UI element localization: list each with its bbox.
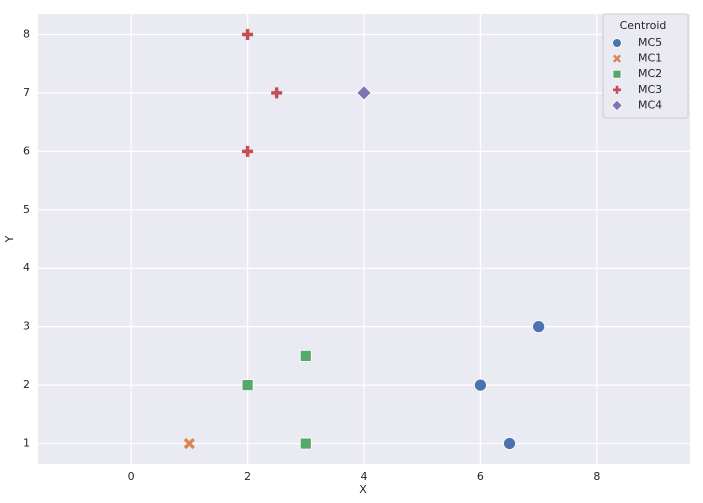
y-tick-label: 4 (23, 261, 30, 274)
point (356, 85, 372, 101)
x-tick-label: 0 (128, 470, 135, 483)
legend-label: MC3 (638, 83, 662, 96)
point (473, 378, 487, 392)
point (183, 437, 195, 450)
point (299, 349, 312, 362)
y-tick-label: 7 (23, 86, 30, 99)
point (241, 379, 254, 392)
y-tick-label: 8 (23, 27, 30, 40)
x-axis-label: X (359, 483, 367, 496)
y-tick-label: 2 (23, 378, 30, 391)
y-tick-label: 1 (23, 437, 30, 450)
x-tick-label: 4 (361, 470, 368, 483)
x-tick-label: 6 (477, 470, 484, 483)
legend-box (602, 13, 689, 119)
legend-marker (613, 85, 621, 94)
x-tick-label: 8 (593, 470, 600, 483)
legend-marker (612, 38, 622, 48)
point (242, 28, 254, 40)
point (242, 145, 254, 157)
y-tick-label: 3 (23, 320, 30, 333)
legend-marker (611, 99, 623, 112)
point (503, 437, 516, 450)
x-tick-label: 2 (244, 470, 251, 483)
legend-label: MC4 (638, 98, 662, 111)
y-tick-label: 6 (23, 144, 30, 157)
point (299, 437, 312, 450)
legend-marker (612, 54, 622, 63)
legend-title: Centroid (620, 19, 667, 32)
legend-label: MC1 (638, 52, 662, 65)
y-axis-label: Y (3, 235, 16, 243)
legend-label: MC2 (638, 67, 662, 80)
point (532, 320, 546, 334)
y-tick-label: 5 (23, 203, 30, 216)
point (271, 87, 283, 99)
legend: Centroid MC5 MC1 MC2 MC3 MC4 (602, 13, 689, 119)
legend-label: MC5 (638, 36, 662, 49)
legend-marker (612, 69, 622, 79)
